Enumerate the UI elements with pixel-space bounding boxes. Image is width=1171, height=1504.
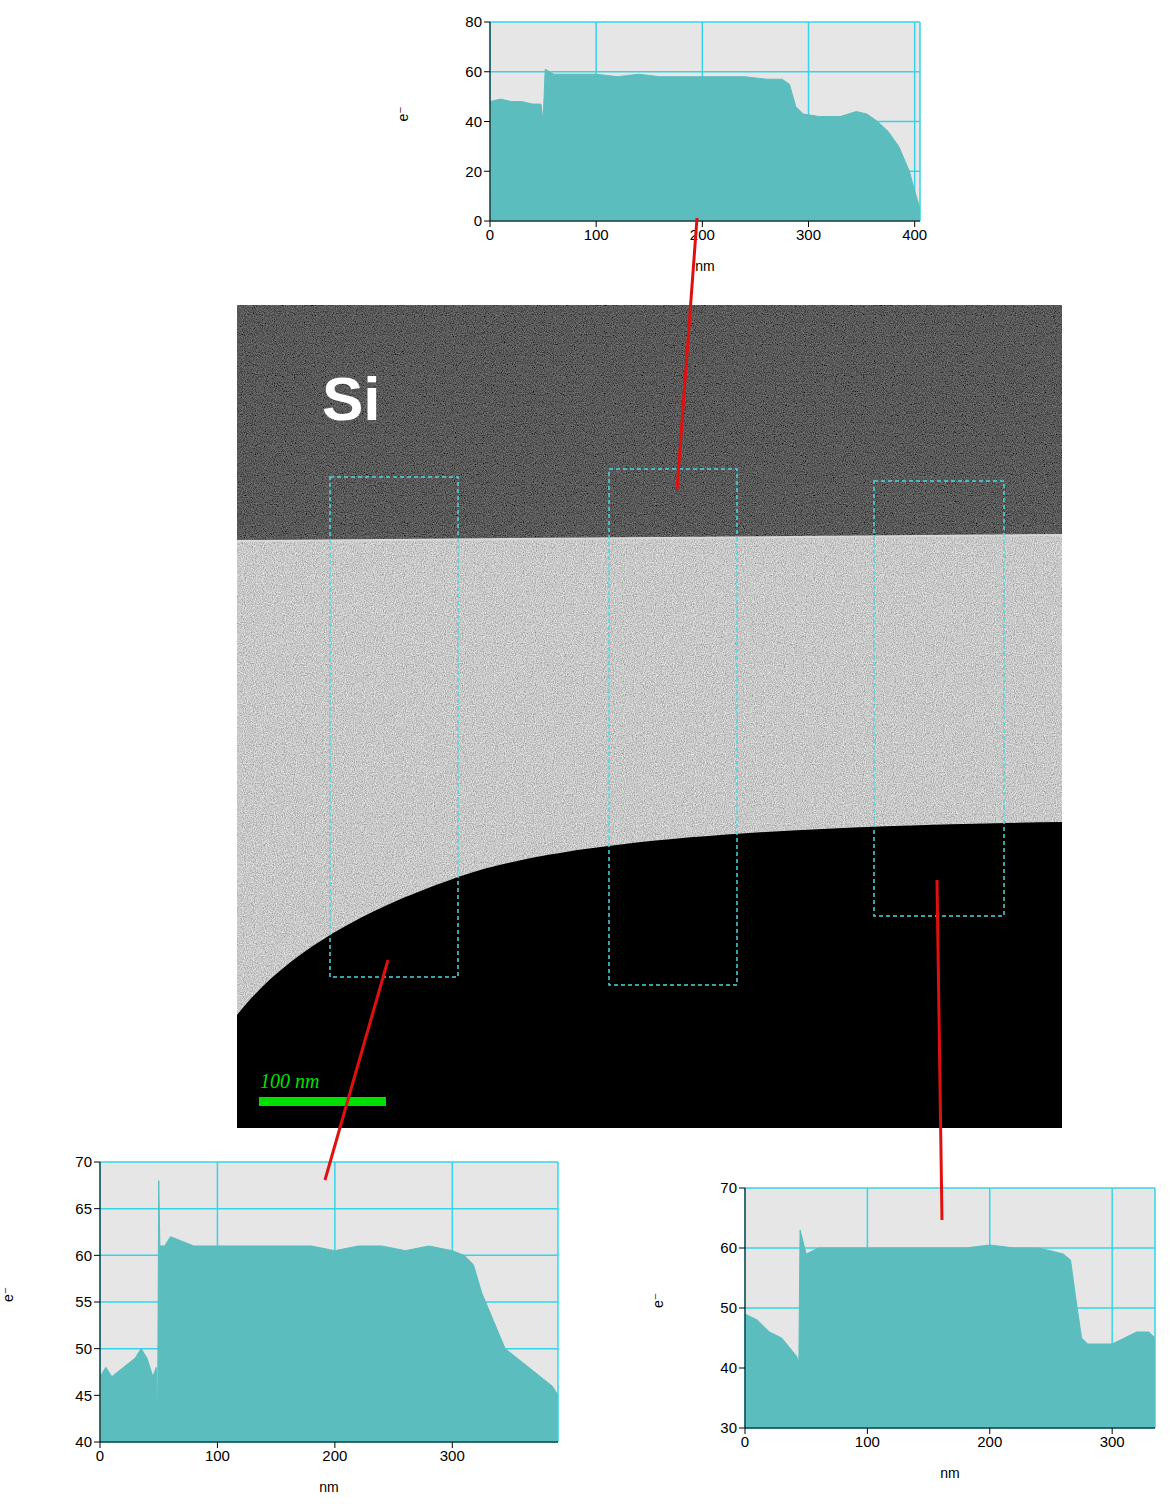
svg-text:0: 0 xyxy=(741,1433,749,1450)
svg-text:nm: nm xyxy=(319,1479,338,1494)
svg-text:nm: nm xyxy=(695,258,714,273)
svg-text:80: 80 xyxy=(465,13,482,30)
svg-text:Si: Si xyxy=(322,364,381,433)
svg-text:100: 100 xyxy=(584,226,609,243)
svg-text:0: 0 xyxy=(486,226,494,243)
svg-text:30: 30 xyxy=(720,1419,737,1436)
svg-text:50: 50 xyxy=(720,1299,737,1316)
svg-text:40: 40 xyxy=(720,1359,737,1376)
svg-text:100 nm: 100 nm xyxy=(260,1070,319,1092)
svg-text:60: 60 xyxy=(465,63,482,80)
svg-text:e⁻: e⁻ xyxy=(0,1287,16,1302)
svg-text:60: 60 xyxy=(720,1239,737,1256)
svg-text:70: 70 xyxy=(720,1179,737,1196)
svg-text:300: 300 xyxy=(440,1447,465,1464)
svg-text:200: 200 xyxy=(977,1433,1002,1450)
svg-text:0: 0 xyxy=(96,1447,104,1464)
svg-text:300: 300 xyxy=(796,226,821,243)
svg-text:45: 45 xyxy=(75,1387,92,1404)
svg-text:55: 55 xyxy=(75,1293,92,1310)
svg-text:20: 20 xyxy=(465,163,482,180)
svg-text:e⁻: e⁻ xyxy=(650,1293,666,1308)
svg-text:200: 200 xyxy=(690,226,715,243)
svg-text:100: 100 xyxy=(205,1447,230,1464)
svg-text:60: 60 xyxy=(75,1247,92,1264)
svg-text:0: 0 xyxy=(474,212,482,229)
svg-text:nm: nm xyxy=(940,1465,959,1480)
svg-text:40: 40 xyxy=(75,1433,92,1450)
svg-text:100: 100 xyxy=(855,1433,880,1450)
svg-text:70: 70 xyxy=(75,1153,92,1170)
svg-text:200: 200 xyxy=(322,1447,347,1464)
svg-text:400: 400 xyxy=(902,226,927,243)
svg-text:e⁻: e⁻ xyxy=(395,106,411,121)
svg-text:300: 300 xyxy=(1100,1433,1125,1450)
svg-text:50: 50 xyxy=(75,1340,92,1357)
svg-text:65: 65 xyxy=(75,1200,92,1217)
svg-text:40: 40 xyxy=(465,113,482,130)
